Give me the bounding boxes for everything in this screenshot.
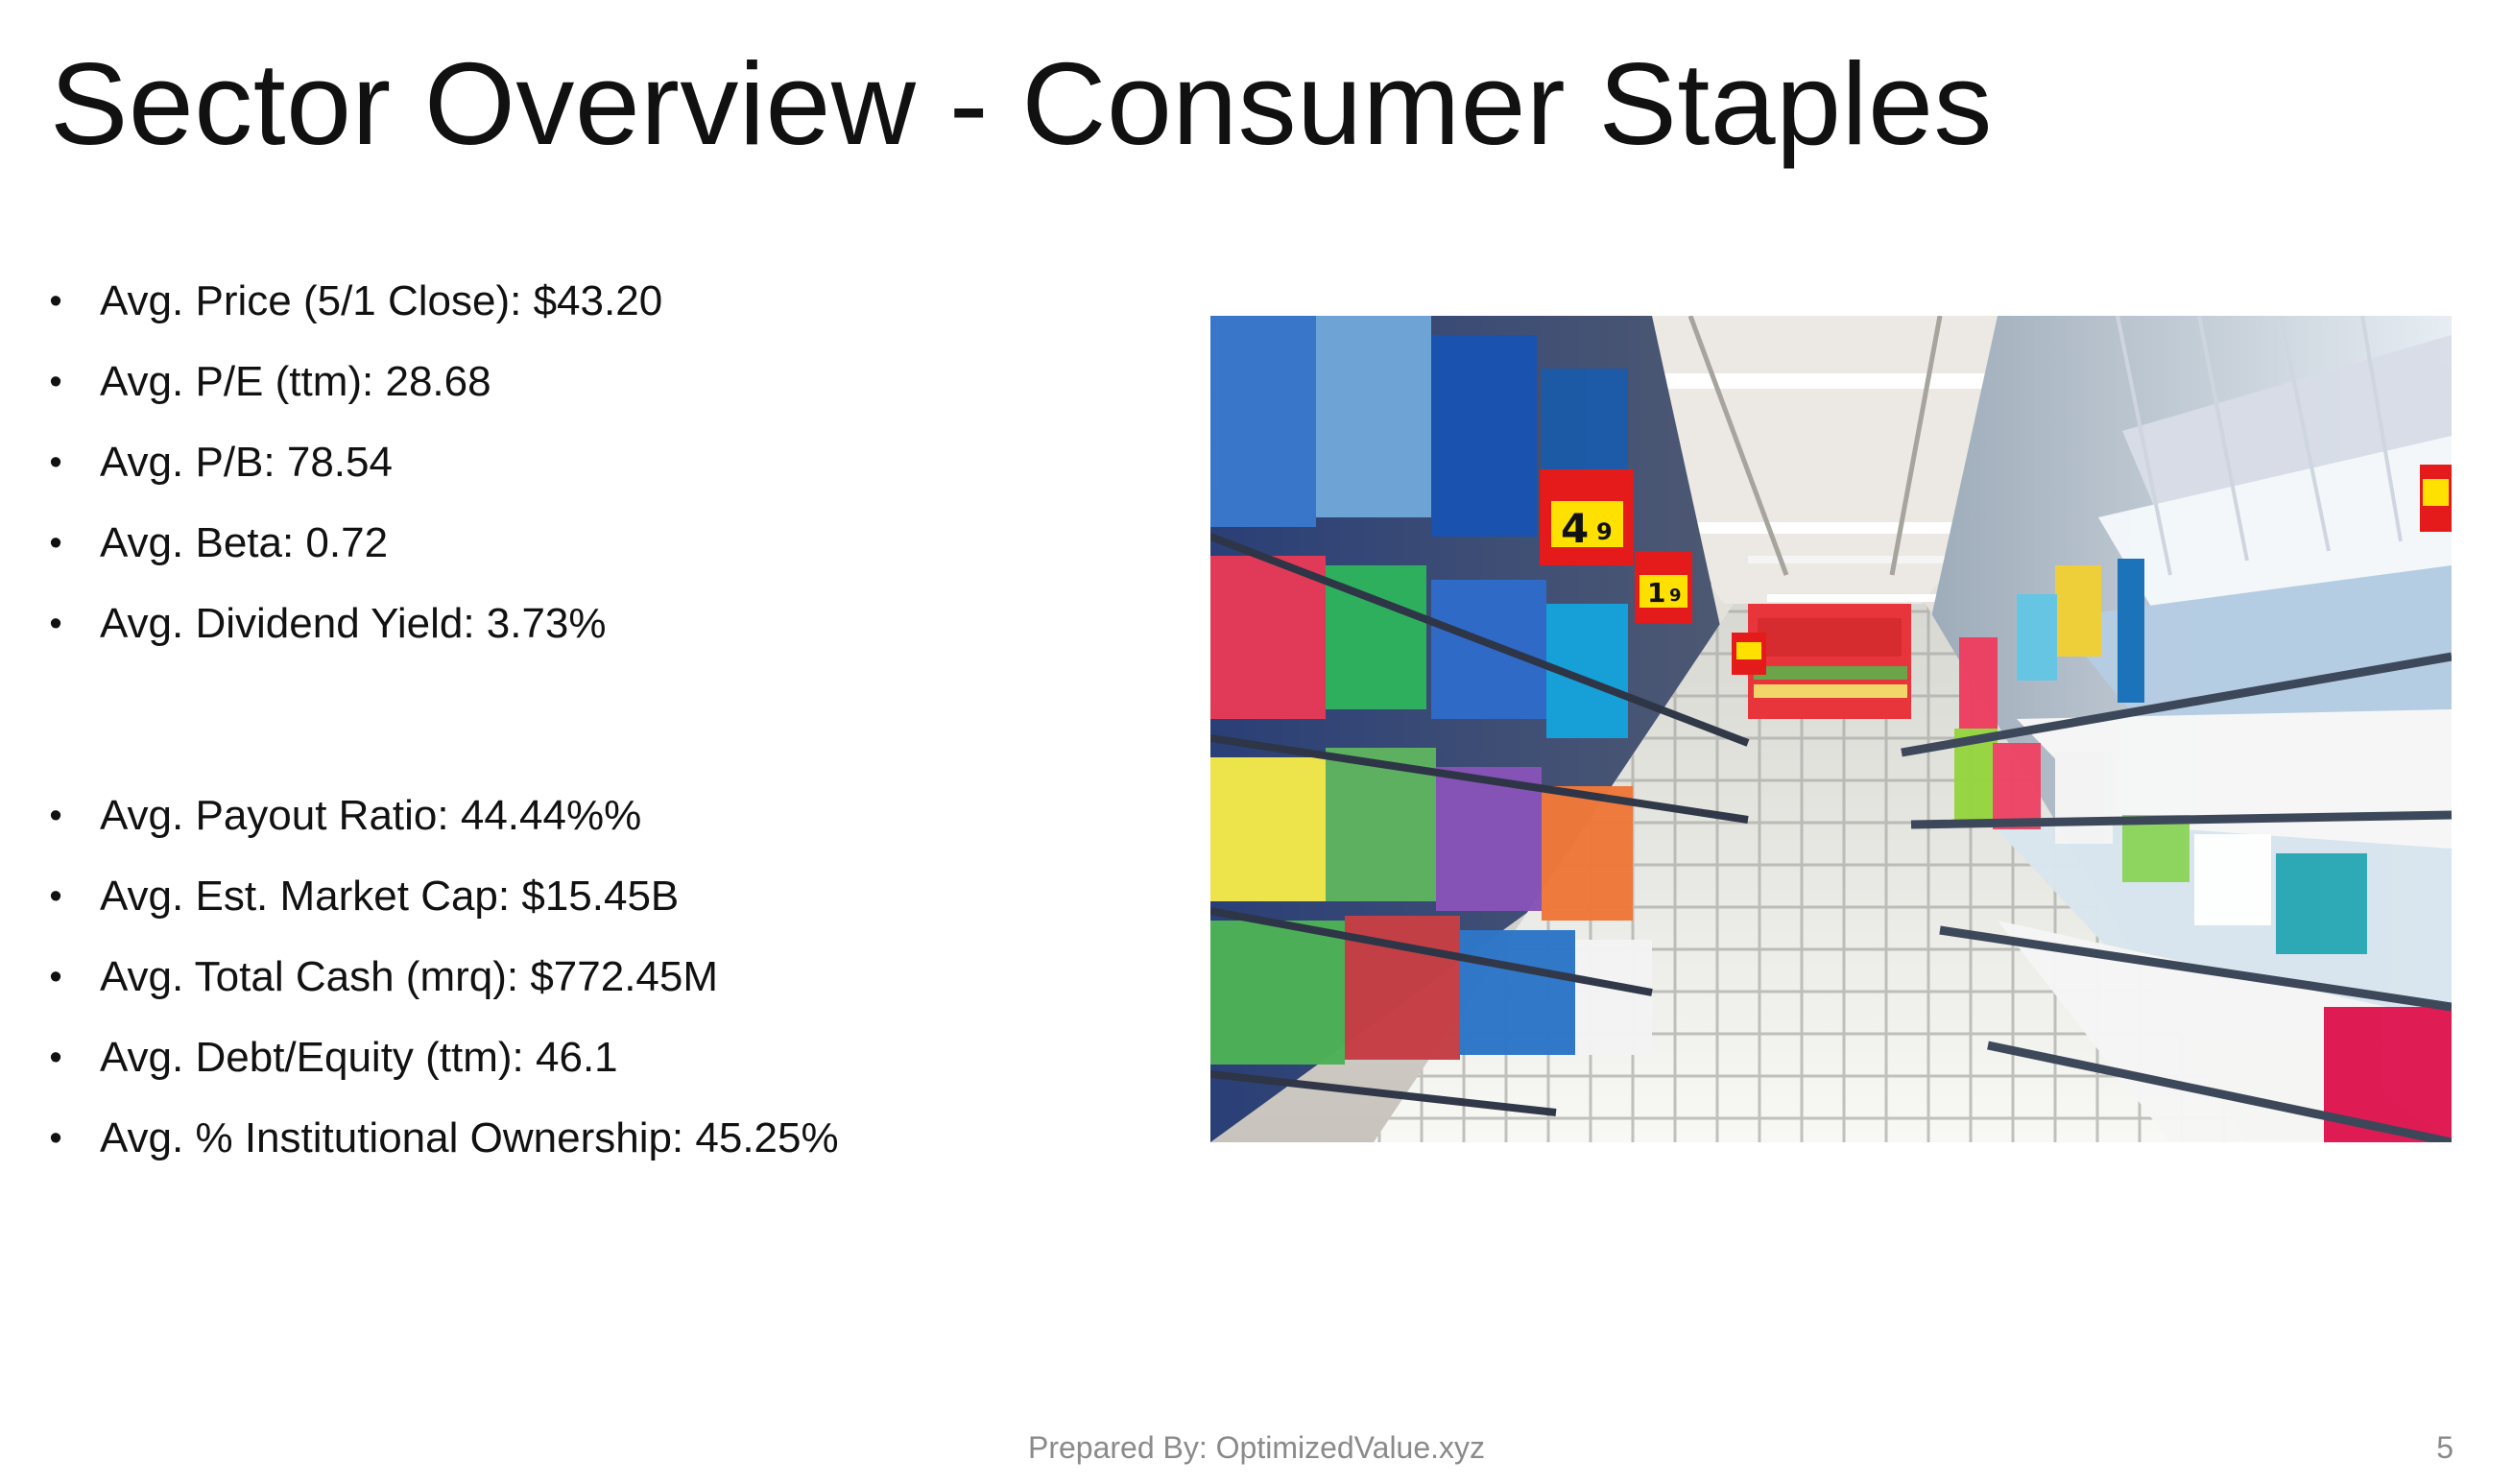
- bullet-item: • Avg. % Institutional Ownership: 45.25%: [46, 1098, 1150, 1179]
- bullet-dot: •: [49, 523, 62, 563]
- supermarket-aisle-photo: 4 9 1 9: [1210, 316, 2452, 1142]
- svg-text:9: 9: [1669, 586, 1682, 606]
- bullet-text: Avg. Price (5/1 Close): $43.20: [100, 277, 663, 324]
- bullet-item: • Avg. Est. Market Cap: $15.45B: [46, 856, 1150, 937]
- bullet-item: • Avg. Dividend Yield: 3.73%: [46, 584, 1150, 664]
- bullet-dot: •: [49, 443, 62, 483]
- bullet-text: Avg. Total Cash (mrq): $772.45M: [100, 953, 719, 1000]
- bullet-text: Avg. Dividend Yield: 3.73%: [100, 600, 607, 647]
- page-number: 5: [2436, 1430, 2453, 1465]
- bullet-dot: •: [49, 1118, 62, 1159]
- bullet-dot: •: [49, 957, 62, 997]
- bullet-text: Avg. P/E (ttm): 28.68: [100, 358, 491, 405]
- slide-title: Sector Overview - Consumer Staples: [50, 38, 1993, 169]
- bullet-dot: •: [49, 796, 62, 836]
- bullet-list-primary: • Avg. Price (5/1 Close): $43.20 • Avg. …: [46, 261, 1150, 664]
- bullet-item: • Avg. P/B: 78.54: [46, 422, 1150, 503]
- bullet-item: • Avg. P/E (ttm): 28.68: [46, 342, 1150, 422]
- bullet-text: Avg. Payout Ratio: 44.44%%: [100, 792, 642, 839]
- bullet-item: • Avg. Debt/Equity (ttm): 46.1: [46, 1017, 1150, 1098]
- bullet-text: Avg. Est. Market Cap: $15.45B: [100, 873, 680, 920]
- footer-text: Prepared By: OptimizedValue.xyz: [1027, 1430, 1486, 1465]
- bullet-dot: •: [49, 1038, 62, 1078]
- bullet-item: • Avg. Total Cash (mrq): $772.45M: [46, 937, 1150, 1017]
- bullet-dot: •: [49, 876, 62, 917]
- svg-text:9: 9: [1596, 518, 1613, 545]
- bullet-item: • Avg. Payout Ratio: 44.44%%: [46, 776, 1150, 856]
- bullet-dot: •: [49, 362, 62, 402]
- bullet-dot: •: [49, 281, 62, 322]
- bullet-dot: •: [49, 604, 62, 644]
- bullet-text: Avg. P/B: 78.54: [100, 439, 393, 486]
- bullet-list-secondary: • Avg. Payout Ratio: 44.44%% • Avg. Est.…: [46, 776, 1150, 1179]
- svg-text:1: 1: [1647, 577, 1665, 609]
- bullet-text: Avg. Beta: 0.72: [100, 519, 389, 566]
- bullet-item: • Avg. Beta: 0.72: [46, 503, 1150, 584]
- bullet-text: Avg. Debt/Equity (ttm): 46.1: [100, 1034, 618, 1081]
- bullet-text: Avg. % Institutional Ownership: 45.25%: [100, 1114, 839, 1161]
- svg-text:4: 4: [1561, 505, 1589, 552]
- bullet-item: • Avg. Price (5/1 Close): $43.20: [46, 261, 1150, 342]
